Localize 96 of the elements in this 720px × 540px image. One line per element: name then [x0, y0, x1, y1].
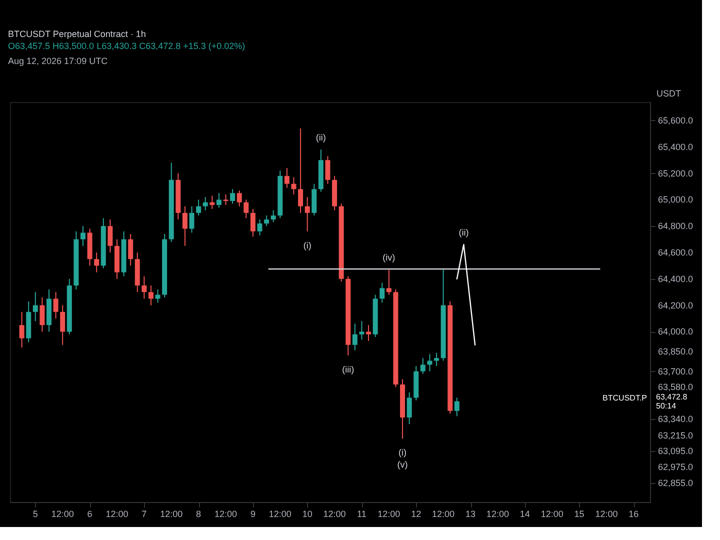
candlestick	[264, 215, 270, 227]
candlestick	[236, 190, 242, 207]
candlestick	[257, 218, 262, 236]
y-tick-label: 63,850.0	[658, 346, 694, 357]
y-tick-label: 64,200.0	[658, 300, 694, 310]
x-tick-label: 5	[32, 509, 38, 519]
x-tick-label: 14	[520, 509, 530, 519]
x-tick-label: 11	[357, 509, 366, 519]
x-tick-label: 12:00	[160, 509, 183, 519]
x-tick-label: 6	[87, 509, 92, 519]
y-tick-label: 64,600.0	[658, 247, 694, 258]
candlestick	[270, 210, 276, 223]
x-tick-label: 12:00	[106, 509, 128, 519]
candlestick	[298, 128, 304, 214]
x-tick-label: 16	[628, 509, 639, 519]
candlestick	[108, 218, 113, 253]
candlestick	[291, 176, 296, 195]
annotation: (i)	[398, 448, 407, 458]
candlestick	[366, 324, 372, 342]
candlestick	[142, 276, 147, 300]
y-tick-label: 62,975.0	[658, 462, 694, 472]
candlestick	[427, 354, 432, 372]
y-tick-label: 65,000.0	[658, 194, 694, 205]
candlestick	[304, 196, 310, 232]
y-tick-label: 63,700.0	[658, 366, 694, 376]
candlestick	[244, 199, 249, 219]
annotation: (ii)	[458, 228, 469, 238]
candlestick	[196, 199, 202, 216]
candlestick	[40, 296, 45, 332]
candlestick	[216, 192, 222, 208]
annotation: BTCUSDT.P	[602, 393, 647, 402]
annotation: (iv)	[382, 252, 396, 263]
candlestick	[359, 320, 364, 340]
candlestick	[128, 234, 134, 266]
x-tick-label: 12	[411, 509, 422, 519]
x-tick-label: 12:00	[540, 509, 564, 519]
candlestick	[148, 285, 154, 306]
candlestick	[53, 292, 58, 319]
y-tick-label: 65,200.0	[658, 168, 694, 178]
candlestick	[434, 352, 440, 367]
chart-subtitle: O63,457.5 H63,500.0 L63,430.3 C63,472.8 +15.3 (+0.02%)	[8, 41, 246, 51]
candlestick	[386, 269, 392, 296]
candlestick	[284, 168, 290, 188]
x-tick-label: 12:00	[51, 509, 74, 519]
candlestick	[155, 288, 160, 304]
y-tick-label: 63,340.0	[658, 414, 694, 424]
candlestick	[250, 208, 256, 238]
text: Aug 12, 2026 17:09 UTC	[8, 56, 108, 66]
y-tick-label: 64,000.0	[658, 326, 694, 337]
x-tick-label: 12:00	[378, 509, 400, 519]
candlestick	[352, 323, 358, 351]
y-tick-label: 63,580.0	[658, 382, 694, 392]
y-tick-label: 64,800.0	[658, 221, 694, 232]
x-tick-label: 8	[196, 509, 202, 519]
x-tick-label: 12:00	[432, 509, 455, 519]
x-tick-label: 12:00	[268, 509, 292, 519]
candlestick	[32, 292, 38, 322]
candlestick	[420, 358, 426, 374]
candlestick	[454, 397, 460, 417]
candlestick	[94, 252, 100, 273]
candlestick	[325, 156, 330, 184]
x-tick-label: 12:00	[214, 509, 238, 519]
x-tick-label: 12:00	[323, 509, 346, 519]
candlestick	[210, 195, 215, 210]
candlestick	[202, 196, 208, 211]
x-tick-label: 12:00	[486, 509, 509, 519]
candlestick	[230, 188, 236, 204]
y-tick-label: 63,215.0	[658, 430, 694, 440]
x-tick-label: 12:00	[595, 509, 618, 519]
candlestick	[80, 226, 86, 246]
candlestick	[60, 304, 66, 346]
candlestick	[380, 282, 385, 304]
annotation: (v)	[397, 460, 408, 470]
candlestick	[406, 392, 412, 425]
annotation: (ii)	[316, 132, 326, 143]
candlestick	[223, 194, 228, 206]
annotation: (i)	[303, 240, 312, 250]
chart-title: BTCUSDT Perpetual Contract · 1h	[8, 29, 146, 39]
candlestick	[312, 183, 317, 216]
y-tick-label: 62,855.0	[658, 478, 694, 488]
candlestick	[19, 311, 24, 348]
y-tick-label: 65,600.0	[658, 115, 694, 126]
candlestick	[182, 206, 188, 246]
y-tick-label: 63,095.0	[658, 446, 694, 456]
y-axis-title: USDT	[656, 88, 682, 98]
x-tick-label: 10	[302, 509, 312, 519]
x-tick-label: 15	[574, 509, 584, 519]
text: 50:14	[656, 401, 677, 410]
y-tick-label: 64,400.0	[658, 274, 694, 284]
annotation: (iii)	[342, 364, 354, 374]
candlestick	[189, 206, 194, 234]
text: 63,472.8	[656, 392, 688, 402]
x-tick-label: 7	[142, 509, 147, 519]
y-tick-label: 65,400.0	[658, 142, 694, 152]
x-tick-label: 9	[250, 509, 256, 519]
x-tick-label: 13	[465, 509, 476, 519]
